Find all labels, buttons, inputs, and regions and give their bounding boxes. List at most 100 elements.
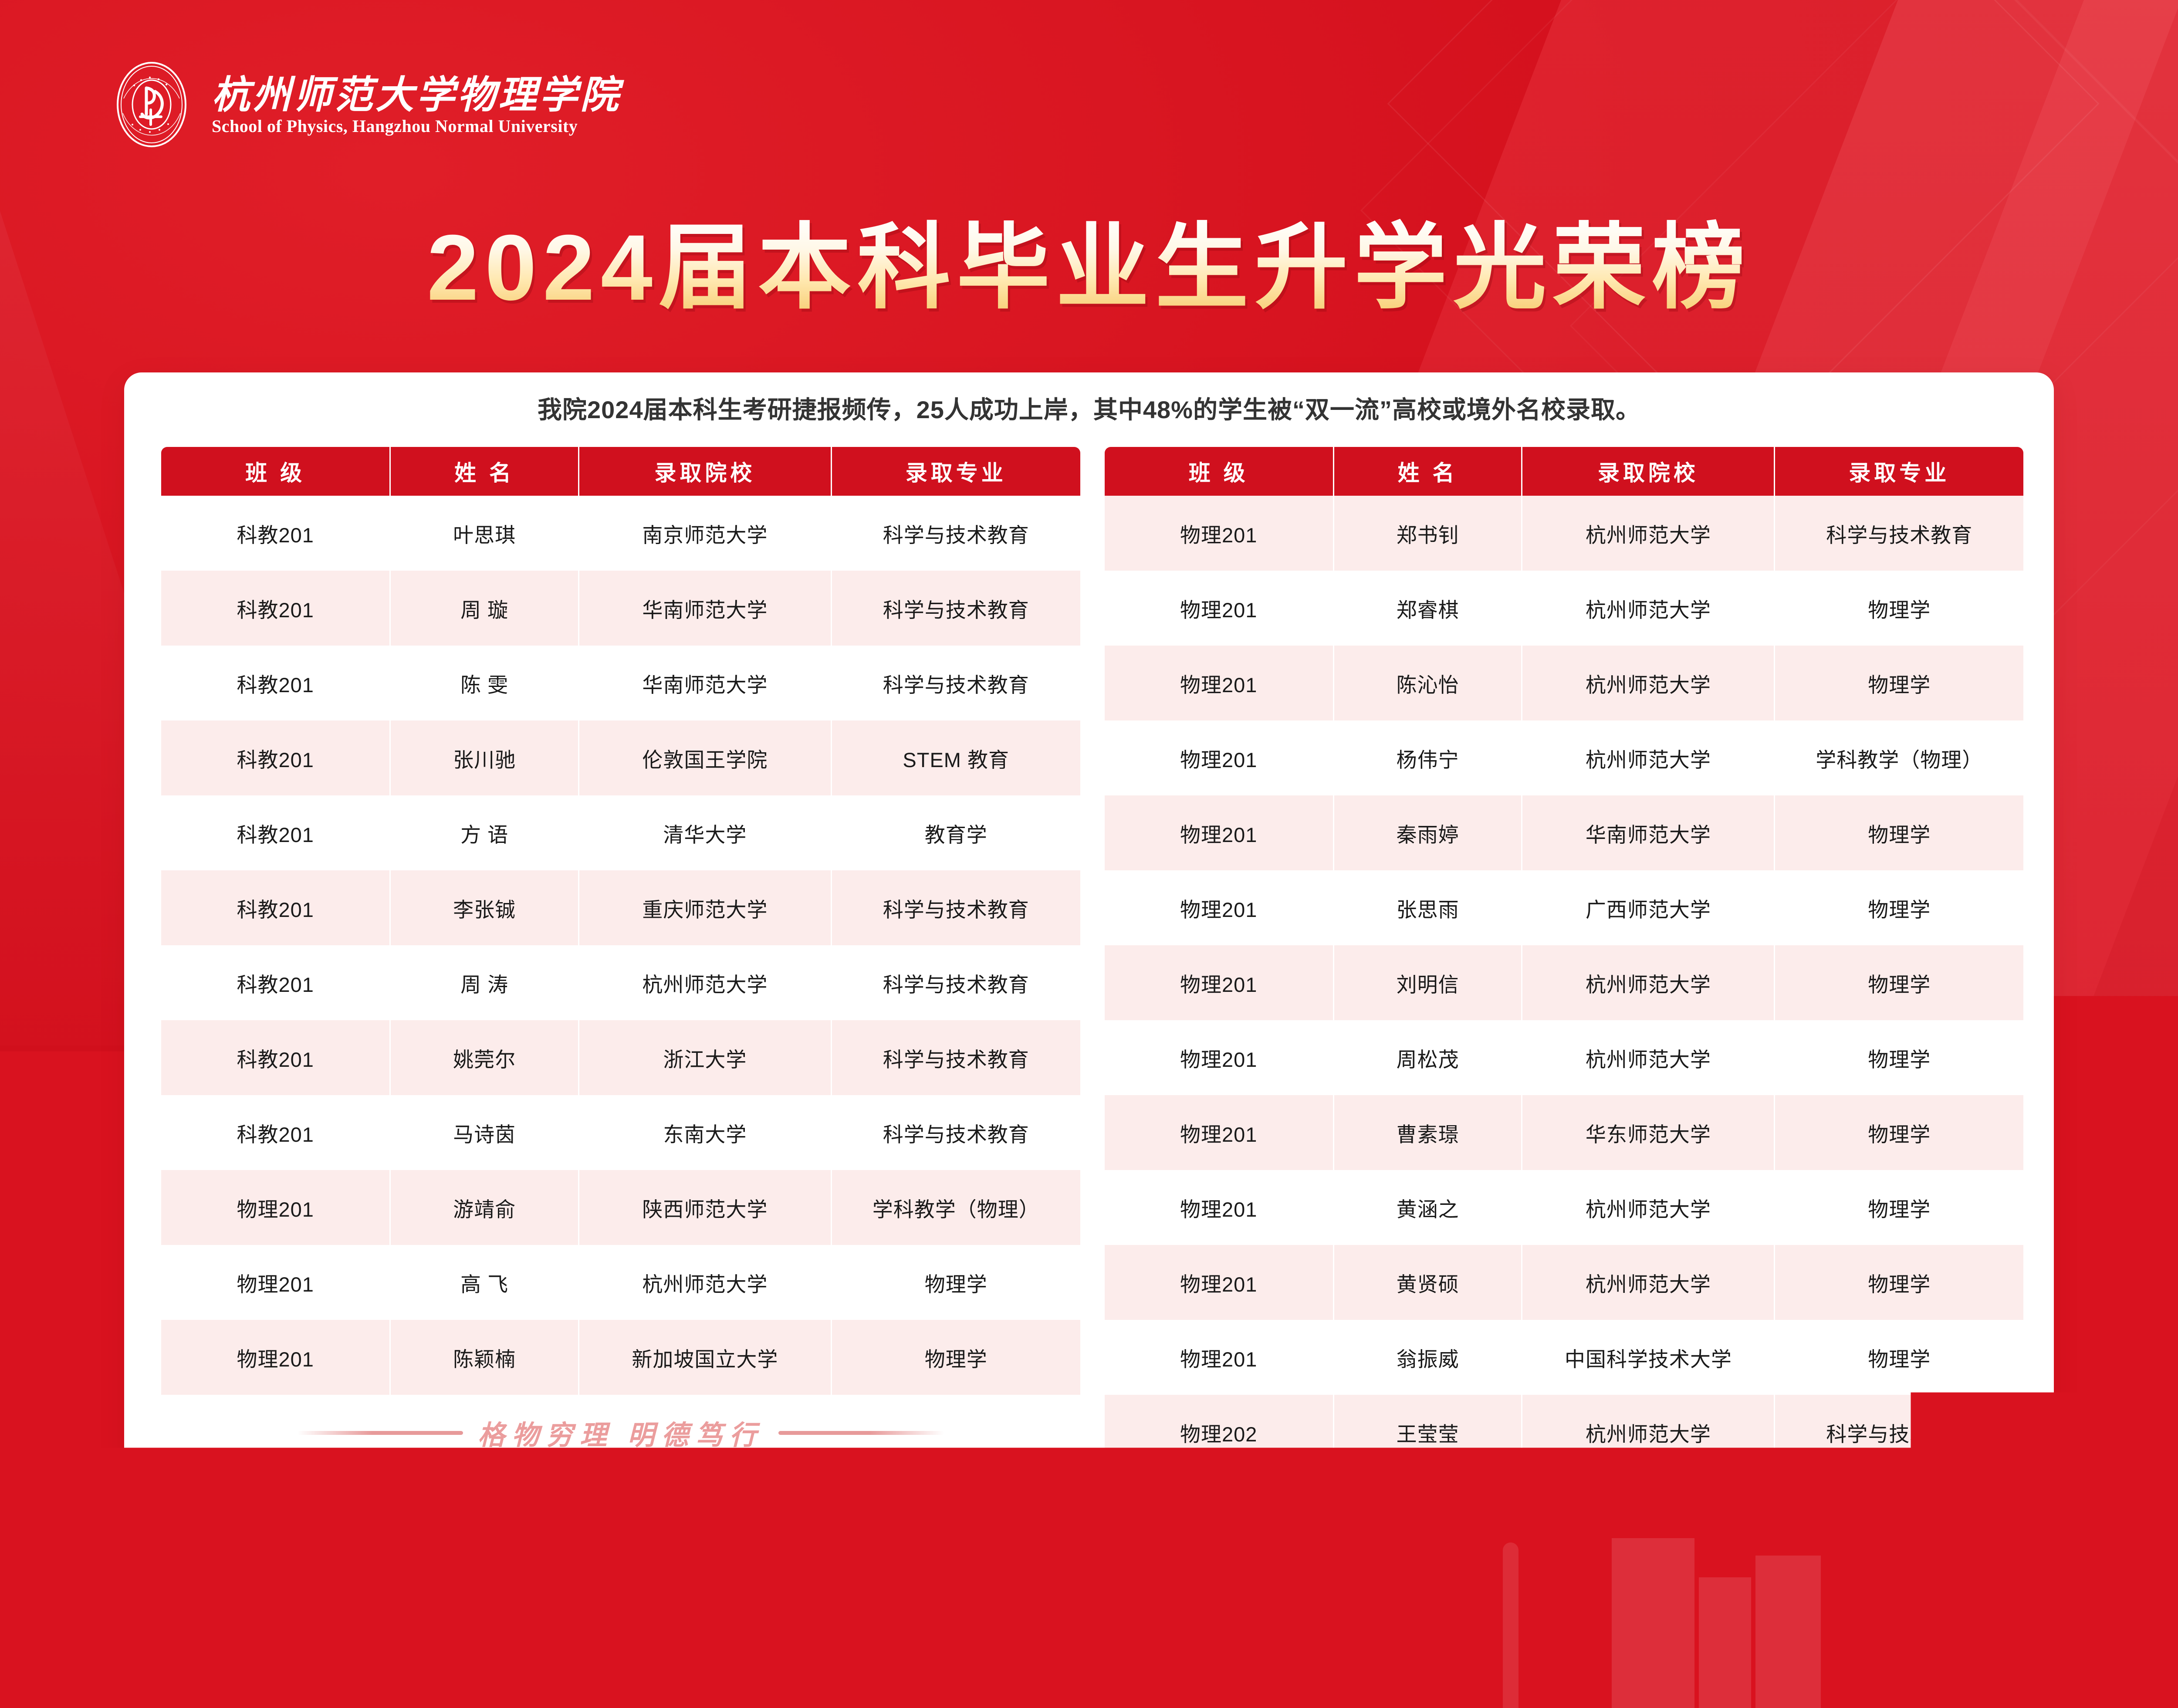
table-row: 物理201 陈颖楠 新加坡国立大学 物理学 bbox=[161, 1320, 1080, 1395]
cell-school: 杭州师范大学 bbox=[1522, 646, 1775, 720]
cell-school: 华南师范大学 bbox=[579, 571, 832, 646]
cell-name: 刘明信 bbox=[1334, 945, 1522, 1020]
cell-major: STEM 教育 bbox=[832, 720, 1080, 795]
cell-class: 物理201 bbox=[1105, 870, 1334, 945]
cell-major: 物理学 bbox=[1775, 1245, 2023, 1320]
table-row: 科教201 叶思琪 南京师范大学 科学与技术教育 bbox=[161, 496, 1080, 571]
cell-class: 物理201 bbox=[1105, 1095, 1334, 1170]
cell-school: 杭州师范大学 bbox=[1522, 1245, 1775, 1320]
cell-class: 科教201 bbox=[161, 496, 391, 571]
cell-name: 周 璇 bbox=[391, 571, 579, 646]
cell-name: 黄涵之 bbox=[1334, 1170, 1522, 1245]
cell-name: 姚莞尔 bbox=[391, 1020, 579, 1095]
cell-school: 广西师范大学 bbox=[1522, 870, 1775, 945]
brand-lockup: 杭州师范大学物理学院 School of Physics, Hangzhou N… bbox=[108, 61, 621, 148]
cell-name: 游靖俞 bbox=[391, 1170, 579, 1245]
cell-school: 新加坡国立大学 bbox=[579, 1320, 832, 1395]
motto-rule-right bbox=[778, 1431, 944, 1435]
col-header-class: 班 级 bbox=[1105, 447, 1334, 496]
cell-class: 物理202 bbox=[1105, 1395, 1334, 1470]
cell-class: 科教201 bbox=[161, 795, 391, 870]
cell-major: 物理学 bbox=[1775, 1020, 2023, 1095]
cell-school: 杭州师范大学 bbox=[1522, 945, 1775, 1020]
table-row: 科教201 周 璇华南师范大学 科学与技术教育 bbox=[161, 571, 1080, 646]
right-table-wrapper: 班 级 姓 名 录取院校 录取专业 物理201 郑书钊 杭州师范大学 科学与技术教育物… bbox=[1105, 447, 2024, 1470]
cell-school: 杭州师范大学 bbox=[1522, 1020, 1775, 1095]
cell-class: 科教201 bbox=[161, 571, 391, 646]
content-card: 我院2024届本科生考研捷报频传，25人成功上岸，其中48%的学生被“双一流”高… bbox=[124, 372, 2054, 1522]
table-row: 物理201 游靖俞 陕西师范大学 学科教学（物理） bbox=[161, 1170, 1080, 1245]
table-row: 物理201 高 飞杭州师范大学 物理学 bbox=[161, 1245, 1080, 1320]
cell-major: 物理学 bbox=[1775, 1320, 2023, 1395]
cell-school: 伦敦国王学院 bbox=[579, 720, 832, 795]
motto-rule-left bbox=[298, 1431, 463, 1435]
poster-root: 杭州师范大学物理学院 School of Physics, Hangzhou N… bbox=[0, 0, 2178, 1708]
table-row: 物理201 陈沁怡 杭州师范大学 物理学 bbox=[1105, 646, 2024, 720]
cell-major: 教育学 bbox=[832, 795, 1080, 870]
cell-name: 曹素璟 bbox=[1334, 1095, 1522, 1170]
cell-name: 陈沁怡 bbox=[1334, 646, 1522, 720]
cell-major: 科学与技术教育 bbox=[832, 1020, 1080, 1095]
cell-class: 物理201 bbox=[1105, 945, 1334, 1020]
col-header-name: 姓 名 bbox=[1334, 447, 1522, 496]
cell-school: 中国科学技术大学 bbox=[1522, 1320, 1775, 1395]
cell-major: 科学与技术教育 bbox=[832, 496, 1080, 571]
table-row: 物理201 翁振威 中国科学技术大学 物理学 bbox=[1105, 1320, 2024, 1395]
cell-major: 物理学 bbox=[1775, 646, 2023, 720]
cell-class: 物理201 bbox=[1105, 1170, 1334, 1245]
table-row: 科教201 陈 雯华南师范大学 科学与技术教育 bbox=[161, 646, 1080, 720]
col-header-major: 录取专业 bbox=[832, 447, 1080, 496]
table-row: 物理201 杨伟宁 杭州师范大学 学科教学（物理） bbox=[1105, 720, 2024, 795]
cell-name: 方 语 bbox=[391, 795, 579, 870]
table-row: 物理201 秦雨婷 华南师范大学 物理学 bbox=[1105, 795, 2024, 870]
cell-name: 叶思琪 bbox=[391, 496, 579, 571]
cell-name: 马诗茵 bbox=[391, 1095, 579, 1170]
cell-school: 杭州师范大学 bbox=[1522, 720, 1775, 795]
cell-school: 杭州师范大学 bbox=[579, 945, 832, 1020]
cell-name: 郑书钊 bbox=[1334, 496, 1522, 571]
col-header-school: 录取院校 bbox=[579, 447, 832, 496]
cell-major: 科学与技术教育 bbox=[832, 945, 1080, 1020]
cell-school: 华东师范大学 bbox=[1522, 1095, 1775, 1170]
cell-school: 华南师范大学 bbox=[579, 646, 832, 720]
cell-class: 科教201 bbox=[161, 1095, 391, 1170]
cell-school: 华南师范大学 bbox=[1522, 795, 1775, 870]
table-row: 科教201 方 语清华大学 教育学 bbox=[161, 795, 1080, 870]
cell-major: 科学与技术教育 bbox=[832, 646, 1080, 720]
cell-school: 重庆师范大学 bbox=[579, 870, 832, 945]
motto-block: 格物穷理 明德笃行 bbox=[161, 1413, 1080, 1452]
cell-class: 科教201 bbox=[161, 646, 391, 720]
cell-major: 物理学 bbox=[1775, 945, 2023, 1020]
cell-major: 学科教学（物理） bbox=[832, 1170, 1080, 1245]
right-table-body: 物理201 郑书钊 杭州师范大学 科学与技术教育 物理201 郑睿棋 杭州师范大学 物理学 物理… bbox=[1105, 496, 2024, 1470]
cell-name: 翁振威 bbox=[1334, 1320, 1522, 1395]
cell-class: 物理201 bbox=[1105, 1245, 1334, 1320]
table-row: 科教201 张川驰 伦敦国王学院 STEM 教育 bbox=[161, 720, 1080, 795]
left-table-wrapper: 班 级 姓 名 录取院校 录取专业 科教201 叶思琪 南京师范大学 科学与技术教育科… bbox=[161, 447, 1080, 1470]
cell-school: 杭州师范大学 bbox=[1522, 571, 1775, 646]
admissions-table-left: 班 级 姓 名 录取院校 录取专业 科教201 叶思琪 南京师范大学 科学与技术教育科… bbox=[161, 447, 1080, 1395]
table-row: 物理201 周松茂 杭州师范大学 物理学 bbox=[1105, 1020, 2024, 1095]
table-row: 物理201 黄涵之 杭州师范大学 物理学 bbox=[1105, 1170, 2024, 1245]
col-header-major: 录取专业 bbox=[1775, 447, 2023, 496]
cell-school: 杭州师范大学 bbox=[1522, 1170, 1775, 1245]
cell-name: 黄贤硕 bbox=[1334, 1245, 1522, 1320]
cell-class: 物理201 bbox=[1105, 1320, 1334, 1395]
tables-container: 班 级 姓 名 录取院校 录取专业 科教201 叶思琪 南京师范大学 科学与技术教育科… bbox=[124, 424, 2054, 1470]
cell-major: 物理学 bbox=[832, 1320, 1080, 1395]
cell-name: 周松茂 bbox=[1334, 1020, 1522, 1095]
table-row: 科教201 周 涛杭州师范大学 科学与技术教育 bbox=[161, 945, 1080, 1020]
table-row: 物理201 黄贤硕 杭州师范大学 物理学 bbox=[1105, 1245, 2024, 1320]
cell-school: 南京师范大学 bbox=[579, 496, 832, 571]
cell-major: 物理学 bbox=[1775, 1170, 2023, 1245]
cell-class: 物理201 bbox=[1105, 1020, 1334, 1095]
table-row: 物理201 郑睿棋 杭州师范大学 物理学 bbox=[1105, 571, 2024, 646]
cell-major: 物理学 bbox=[832, 1245, 1080, 1320]
left-table-body: 科教201 叶思琪 南京师范大学 科学与技术教育 科教201 周 璇华南师范大学 科学与技术… bbox=[161, 496, 1080, 1395]
cell-name: 郑睿棋 bbox=[1334, 571, 1522, 646]
cell-class: 物理201 bbox=[1105, 646, 1334, 720]
col-header-school: 录取院校 bbox=[1522, 447, 1775, 496]
cell-name: 王莹莹 bbox=[1334, 1395, 1522, 1470]
cell-major: 物理学 bbox=[1775, 870, 2023, 945]
cell-name: 陈颖楠 bbox=[391, 1320, 579, 1395]
